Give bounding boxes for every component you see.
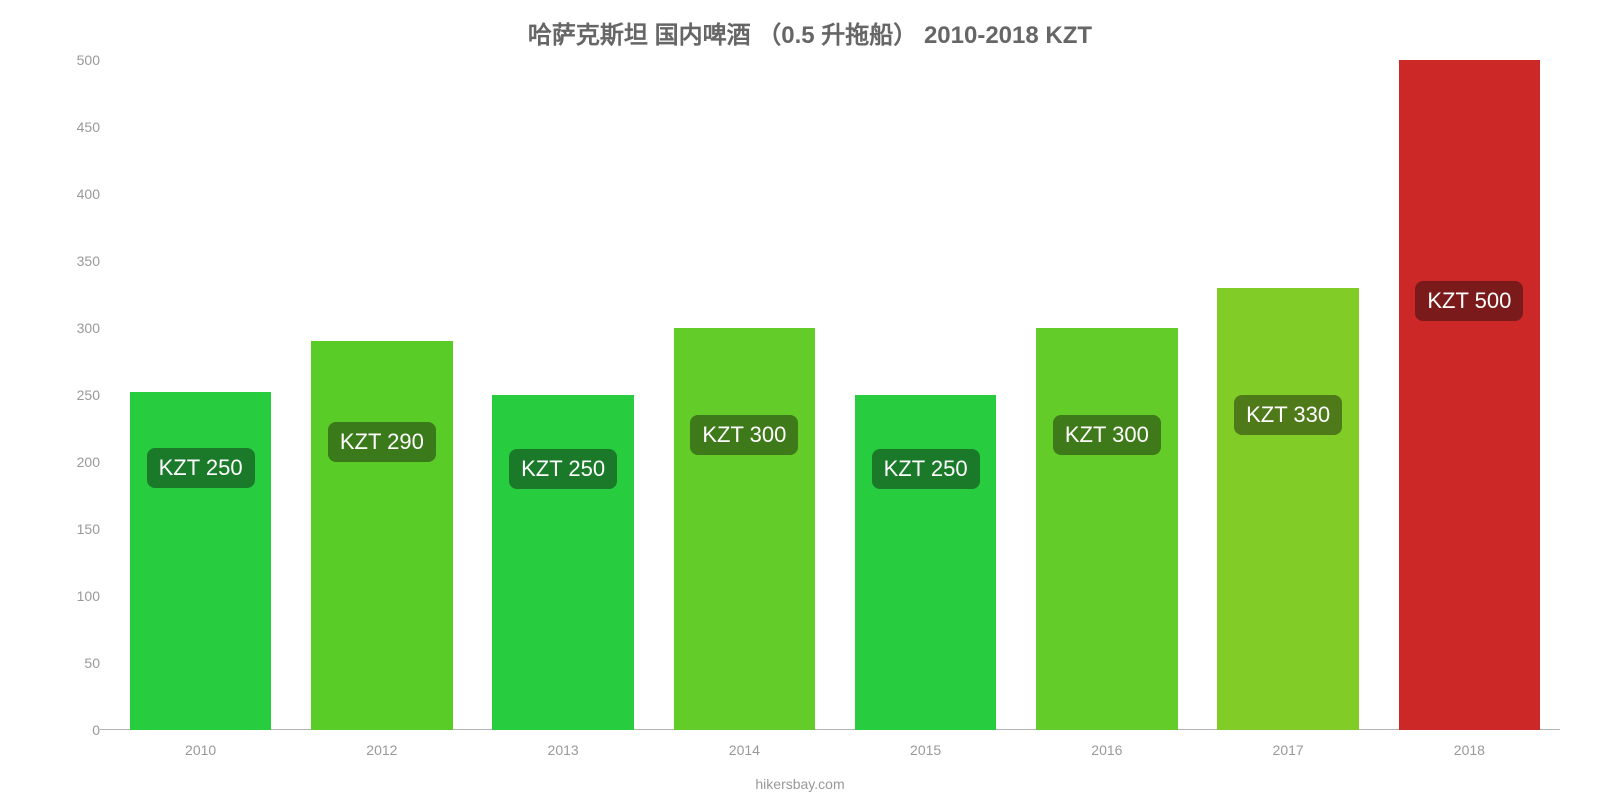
bar-slot: KZT 300 bbox=[654, 60, 835, 730]
x-tick-label: 2014 bbox=[654, 742, 835, 758]
y-tick: 100 bbox=[50, 588, 100, 604]
y-tick: 50 bbox=[50, 655, 100, 671]
bar bbox=[311, 341, 452, 730]
bar-value-label: KZT 300 bbox=[1053, 415, 1161, 455]
bar bbox=[674, 328, 815, 730]
bar-slot: KZT 250 bbox=[835, 60, 1016, 730]
bar-slot: KZT 300 bbox=[1016, 60, 1197, 730]
bar bbox=[492, 395, 633, 730]
bar-value-label: KZT 300 bbox=[690, 415, 798, 455]
y-tick: 150 bbox=[50, 521, 100, 537]
bar-slot: KZT 250 bbox=[110, 60, 291, 730]
x-tick-label: 2012 bbox=[291, 742, 472, 758]
bar-chart: 哈萨克斯坦 国内啤酒 （0.5 升拖船） 2010-2018 KZT 05010… bbox=[0, 0, 1600, 800]
bar-slot: KZT 290 bbox=[291, 60, 472, 730]
y-tick: 400 bbox=[50, 186, 100, 202]
y-axis: 050100150200250300350400450500 bbox=[50, 60, 100, 730]
bar-slot: KZT 250 bbox=[473, 60, 654, 730]
y-tick: 0 bbox=[50, 722, 100, 738]
x-tick-label: 2013 bbox=[473, 742, 654, 758]
x-tick-label: 2015 bbox=[835, 742, 1016, 758]
credit-text: hikersbay.com bbox=[0, 776, 1600, 792]
y-tick: 200 bbox=[50, 454, 100, 470]
x-tick-label: 2016 bbox=[1016, 742, 1197, 758]
plot-area: 050100150200250300350400450500 KZT 250KZ… bbox=[60, 60, 1560, 730]
x-tick-label: 2017 bbox=[1198, 742, 1379, 758]
bar-value-label: KZT 250 bbox=[509, 449, 617, 489]
y-tick: 450 bbox=[50, 119, 100, 135]
chart-title: 哈萨克斯坦 国内啤酒 （0.5 升拖船） 2010-2018 KZT bbox=[60, 15, 1560, 50]
y-tick: 250 bbox=[50, 387, 100, 403]
x-tick-label: 2018 bbox=[1379, 742, 1560, 758]
bar bbox=[1399, 60, 1540, 730]
bar-value-label: KZT 250 bbox=[872, 449, 980, 489]
bar-value-label: KZT 330 bbox=[1234, 395, 1342, 435]
y-tick: 300 bbox=[50, 320, 100, 336]
y-tick: 350 bbox=[50, 253, 100, 269]
bar bbox=[1217, 288, 1358, 730]
x-tick-label: 2010 bbox=[110, 742, 291, 758]
bar bbox=[130, 392, 271, 730]
bars-container: KZT 250 KZT 290 KZT 250 KZT 300 KZT 250 KZT 3… bbox=[110, 60, 1560, 730]
bar-value-label: KZT 290 bbox=[328, 422, 436, 462]
bar-slot: KZT 330 bbox=[1198, 60, 1379, 730]
x-axis-labels: 20102012201320142015201620172018 bbox=[110, 742, 1560, 758]
bar-slot: KZT 500 bbox=[1379, 60, 1560, 730]
bar-value-label: KZT 250 bbox=[147, 448, 255, 488]
bar bbox=[1036, 328, 1177, 730]
bar-value-label: KZT 500 bbox=[1415, 281, 1523, 321]
y-tick: 500 bbox=[50, 52, 100, 68]
bar bbox=[855, 395, 996, 730]
